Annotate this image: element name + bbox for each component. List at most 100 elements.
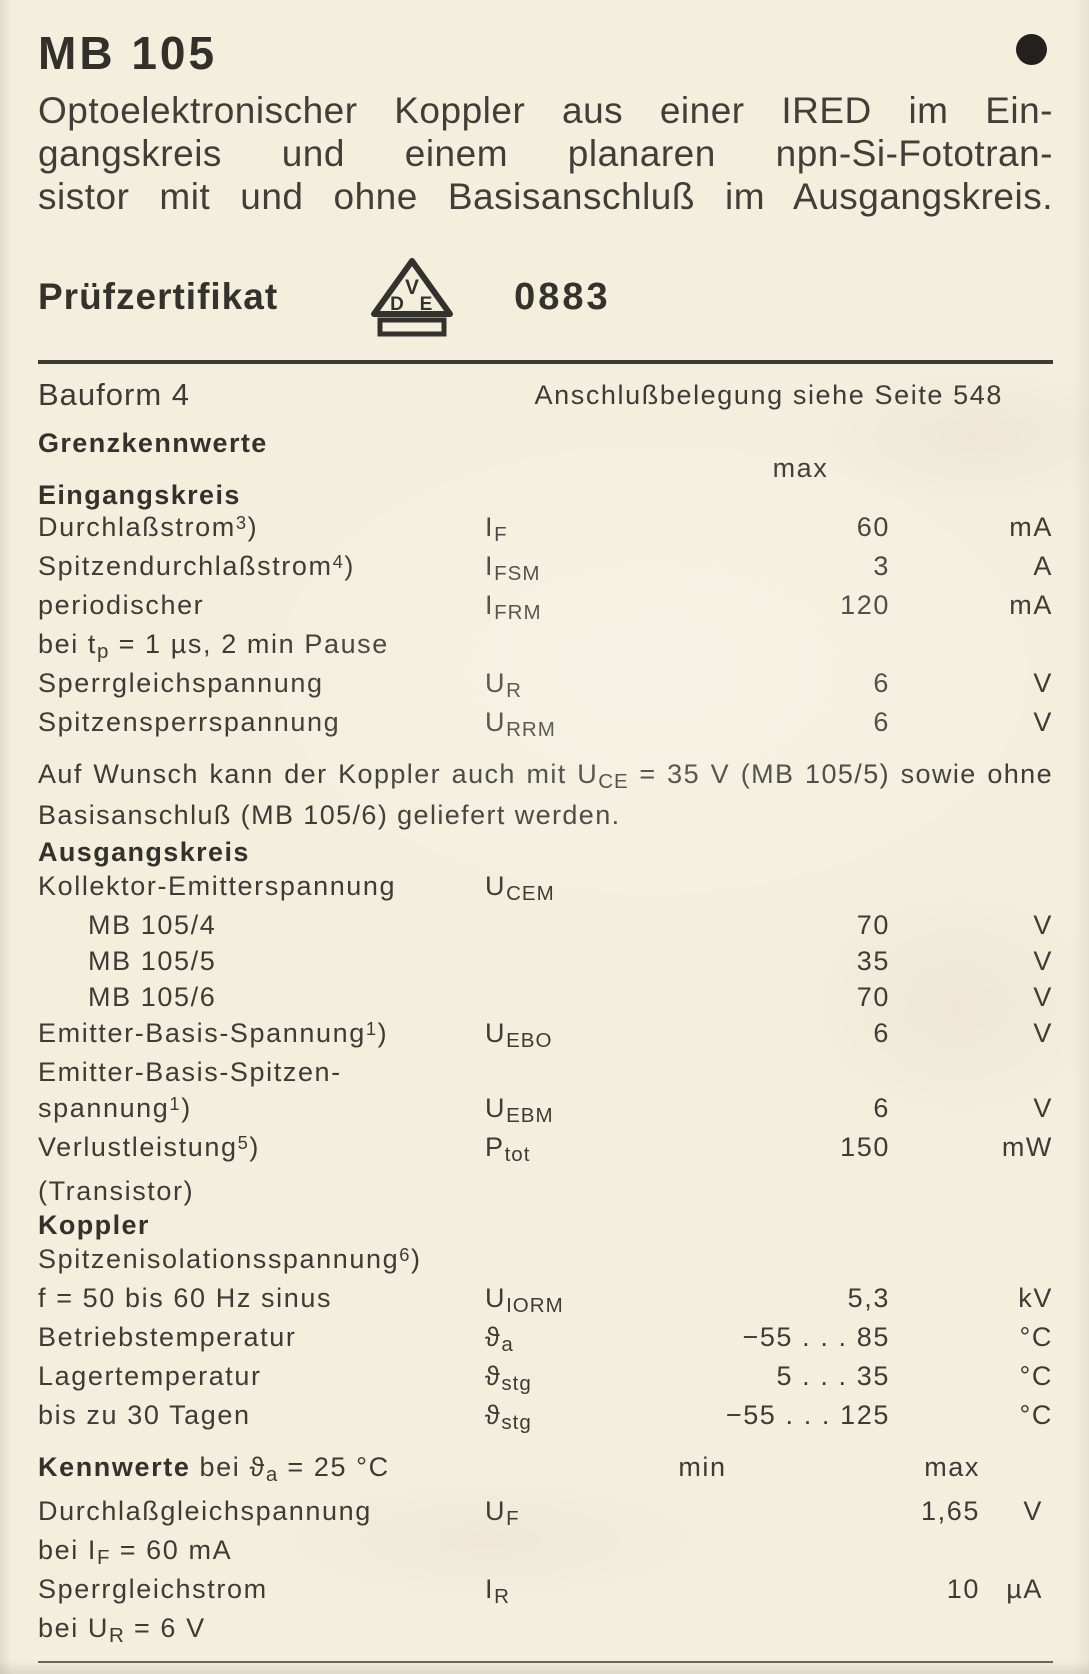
section-eingangskreis: Eingangskreis bbox=[38, 480, 241, 510]
spec-condition-row: bei UR = 6 V bbox=[38, 1610, 1053, 1649]
spec-row: (Transistor) bbox=[38, 1173, 1053, 1209]
footnote-marker: 3 bbox=[235, 511, 248, 533]
spec-row: MB 105/6 70 V bbox=[38, 979, 1053, 1015]
spec-unit: kV bbox=[1018, 1283, 1053, 1313]
spec-symbol: URRM bbox=[485, 707, 556, 741]
spec-row: MB 105/4 70 V bbox=[38, 907, 1053, 943]
spec-unit: mW bbox=[1001, 1132, 1053, 1162]
spec-unit: V bbox=[1033, 982, 1053, 1012]
spec-row: Verlustleistung5) Ptot 150 mW bbox=[38, 1129, 1053, 1168]
vde-logo-icon: V D E bbox=[371, 258, 454, 337]
vde-letter-e: E bbox=[420, 294, 433, 315]
description-line: sistor mit und ohne Basisanschluß im Aus… bbox=[38, 176, 1053, 217]
spec-value: 5,3 bbox=[847, 1283, 890, 1313]
spec-row: Sperrgleichspannung UR 6 V bbox=[38, 665, 1053, 704]
spec-symbol: UCEM bbox=[485, 871, 555, 905]
header: MB 105 bbox=[38, 26, 1053, 80]
spec-unit: V bbox=[1033, 910, 1053, 940]
spec-value: 1,65 bbox=[921, 1496, 980, 1526]
section-koppler: Koppler bbox=[38, 1210, 150, 1240]
spec-row: Durchlaßstrom3) IF 60 mA bbox=[38, 509, 1053, 548]
spec-row: spannung1) UEBM 6 V bbox=[38, 1090, 1053, 1129]
spec-unit: °C bbox=[1019, 1400, 1053, 1430]
spec-value: 6 bbox=[873, 1093, 890, 1123]
section-ausgangskreis: Ausgangskreis bbox=[38, 837, 250, 867]
spec-row: Spitzensperrspannung URRM 6 V bbox=[38, 704, 1053, 743]
certificate-label: Prüfzertifikat bbox=[38, 276, 279, 317]
spec-label: spannung1) bbox=[38, 1092, 192, 1123]
spec-label: Emitter-Basis-Spannung1) bbox=[38, 1017, 389, 1048]
spec-label: Emitter-Basis-Spitzen- bbox=[38, 1057, 342, 1087]
spec-row: Sperrgleichstrom IR 10 µA bbox=[38, 1571, 1053, 1610]
column-header-row: max bbox=[38, 453, 1053, 483]
spec-value: 150 bbox=[840, 1132, 890, 1162]
spec-value: 6 bbox=[873, 707, 890, 737]
spec-unit: V bbox=[1033, 668, 1053, 698]
spec-label: Lagertemperatur bbox=[38, 1361, 262, 1391]
spec-condition: bei UR = 6 V bbox=[38, 1613, 206, 1647]
spec-unit: V bbox=[1033, 946, 1053, 976]
vde-letter-d: D bbox=[390, 294, 404, 315]
spec-symbol: IFSM bbox=[485, 551, 541, 585]
spec-value: 35 bbox=[856, 946, 890, 976]
spec-symbol: UEBO bbox=[485, 1018, 553, 1052]
spec-symbol: IFRM bbox=[485, 590, 542, 624]
footnote-marker: 1 bbox=[169, 1092, 182, 1114]
spec-row: Emitter-Basis-Spitzen- bbox=[38, 1054, 1053, 1090]
spec-value: 70 bbox=[856, 910, 890, 940]
spec-unit: A bbox=[1033, 551, 1053, 581]
column-header-min: min bbox=[678, 1452, 727, 1482]
spec-value: 6 bbox=[873, 668, 890, 698]
spec-condition: bei tp = 1 µs, 2 min Pause bbox=[38, 629, 389, 663]
spec-row: periodischer IFRM 120 mA bbox=[38, 587, 1053, 626]
spec-symbol: ϑstg bbox=[485, 1400, 532, 1434]
column-header-max: max bbox=[924, 1452, 980, 1482]
spec-value: 120 bbox=[840, 590, 890, 620]
spec-row: Emitter-Basis-Spannung1) UEBO 6 V bbox=[38, 1015, 1053, 1054]
spec-symbol: ϑstg bbox=[485, 1361, 532, 1395]
spec-unit: V bbox=[1033, 707, 1053, 737]
spec-value: 3 bbox=[873, 551, 890, 581]
spec-unit: °C bbox=[1019, 1322, 1053, 1352]
spec-value: −55 . . . 125 bbox=[725, 1400, 890, 1430]
spec-unit: °C bbox=[1019, 1361, 1053, 1391]
spec-condition-row: bei tp = 1 µs, 2 min Pause bbox=[38, 626, 1053, 665]
spec-value: −55 . . . 85 bbox=[742, 1322, 890, 1352]
spec-label: Sperrgleichstrom bbox=[38, 1574, 268, 1604]
spec-condition-row: bei IF = 60 mA bbox=[38, 1532, 1053, 1571]
spec-row: MB 105/5 35 V bbox=[38, 943, 1053, 979]
spec-label: Spitzenisolationsspannung6) bbox=[38, 1243, 422, 1274]
column-header-max: max bbox=[772, 453, 829, 483]
spec-label: MB 105/6 bbox=[88, 982, 217, 1012]
spec-unit: µA bbox=[1006, 1574, 1043, 1604]
spec-condition: bei IF = 60 mA bbox=[38, 1535, 233, 1569]
spec-label: Spitzendurchlaßstrom4) bbox=[38, 550, 356, 581]
spec-value: 10 bbox=[946, 1574, 980, 1604]
top-divider bbox=[38, 360, 1053, 364]
page-title: MB 105 bbox=[38, 27, 218, 79]
spec-row: Kollektor-Emitterspannung UCEM bbox=[38, 868, 1053, 907]
pinout-note: Anschlußbelegung siehe Seite 548 bbox=[534, 380, 1003, 410]
spec-label: Betriebstemperatur bbox=[38, 1322, 297, 1352]
spec-unit: mA bbox=[1009, 590, 1053, 620]
page-content: MB 105 Optoelektronischer Koppler aus ei… bbox=[0, 26, 1089, 1674]
vde-letter-v: V bbox=[405, 276, 419, 299]
spec-symbol: UR bbox=[485, 668, 522, 702]
bauform-label: Bauform 4 bbox=[38, 377, 191, 412]
section-grenzkennwerte: Grenzkennwerte bbox=[38, 428, 268, 458]
footnote-marker: 5 bbox=[237, 1131, 250, 1153]
option-note: Auf Wunsch kann der Koppler auch mit UCE… bbox=[38, 759, 1053, 830]
spec-row: f = 50 bis 60 Hz sinus UIORM 5,3 kV bbox=[38, 1280, 1053, 1319]
kennwerte-title: Kennwerte bei ϑa = 25 °C bbox=[38, 1452, 390, 1486]
spec-unit: V bbox=[1033, 1018, 1053, 1048]
bottom-divider bbox=[38, 1661, 1053, 1663]
spec-label: Durchlaßstrom3) bbox=[38, 511, 259, 542]
spec-unit: V bbox=[1023, 1496, 1043, 1526]
footnote-marker: 6 bbox=[399, 1243, 412, 1265]
spec-row: Spitzenisolationsspannung6) bbox=[38, 1241, 1053, 1280]
spec-symbol: UF bbox=[485, 1496, 520, 1530]
spec-label: Durchlaßgleichspannung bbox=[38, 1496, 372, 1526]
spec-label: Kollektor-Emitterspannung bbox=[38, 871, 397, 901]
spec-symbol: IF bbox=[485, 512, 508, 546]
spec-label: Verlustleistung5) bbox=[38, 1131, 261, 1162]
